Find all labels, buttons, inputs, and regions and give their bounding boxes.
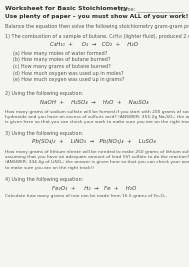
- Text: 3) Using the following equation:: 3) Using the following equation:: [5, 132, 83, 136]
- Text: NaOH  +    H₂SO₄  →    H₂O  +    Na₂SO₄: NaOH + H₂SO₄ → H₂O + Na₂SO₄: [40, 100, 148, 104]
- Text: Balance the equation then solve the following stoichiometry gram-gram problems.: Balance the equation then solve the foll…: [5, 24, 189, 29]
- Text: How many grams of lithium nitrate will be needed to make 250 grams of lithium su: How many grams of lithium nitrate will b…: [5, 150, 189, 170]
- Text: 1) The combustion of a sample of butane, C₄H₁₀ (lighter fluid), produced 2.46 gr: 1) The combustion of a sample of butane,…: [5, 34, 189, 39]
- Text: (e) How much oxygen was used up in grams?: (e) How much oxygen was used up in grams…: [13, 77, 124, 82]
- Text: Fe₂O₃  +     H₂  →   Fe  +    H₂O: Fe₂O₃ + H₂ → Fe + H₂O: [52, 186, 136, 190]
- Text: (a) How many moles of water formed?: (a) How many moles of water formed?: [13, 51, 107, 56]
- Text: (b) How many moles of butane burned?: (b) How many moles of butane burned?: [13, 57, 111, 62]
- Text: C₄H₁₀  +     O₂  →   CO₂  +    H₂O: C₄H₁₀ + O₂ → CO₂ + H₂O: [50, 42, 138, 47]
- Text: (c) How many grams of butane burned?: (c) How many grams of butane burned?: [13, 64, 111, 69]
- Text: Use plenty of paper – you must show ALL of your work!: Use plenty of paper – you must show ALL …: [5, 14, 188, 19]
- Text: 2) Using the following equation:: 2) Using the following equation:: [5, 92, 83, 96]
- Text: Worksheet for Basic Stoichiometry: Worksheet for Basic Stoichiometry: [5, 6, 128, 11]
- Text: 4) Using the following equation:: 4) Using the following equation:: [5, 178, 83, 183]
- Text: Calculate how many grams of iron can be made from 16.5 grams of Fe₂O₃.: Calculate how many grams of iron can be …: [5, 194, 167, 198]
- Text: (d) How much oxygen was used up in moles?: (d) How much oxygen was used up in moles…: [13, 70, 124, 76]
- Text: How many grams of sodium sulfate will be formed if you start with 200 grams of s: How many grams of sodium sulfate will be…: [5, 109, 189, 124]
- Text: Name: ___________________: Name: ___________________: [119, 6, 184, 12]
- Text: Pb(SO₄)₂  +    LiNO₃  →   Pb(NO₃)₄  +    Li₂SO₄: Pb(SO₄)₂ + LiNO₃ → Pb(NO₃)₄ + Li₂SO₄: [32, 139, 156, 144]
